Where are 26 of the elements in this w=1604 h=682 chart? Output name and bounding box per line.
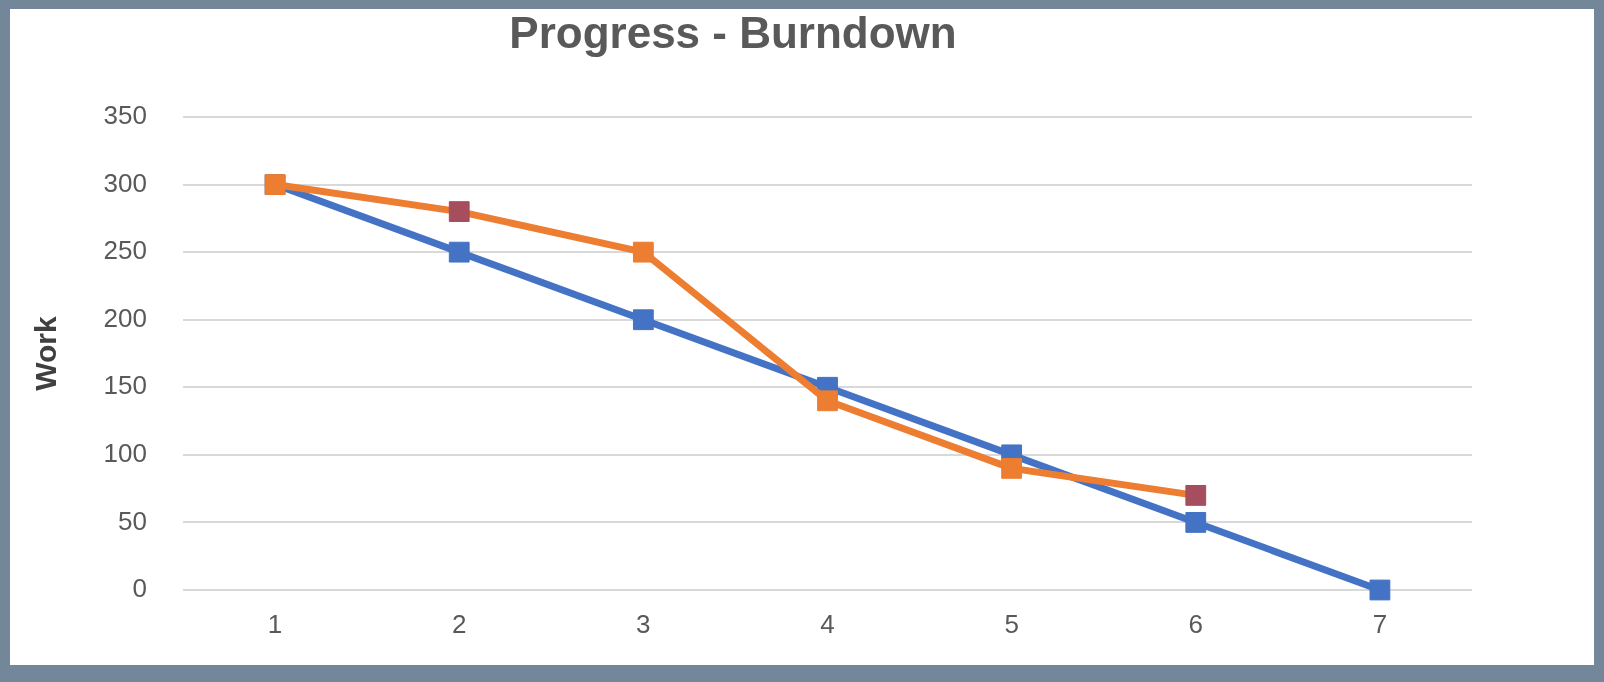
point — [448, 241, 470, 263]
point — [1185, 485, 1207, 506]
y-tick-label: 350 — [103, 100, 147, 131]
x-tick-label: 7 — [1372, 608, 1388, 639]
x-tick-label: 3 — [636, 608, 651, 639]
x-tick-label: 2 — [451, 608, 467, 639]
x-tick-label: 4 — [820, 608, 835, 639]
chart-title: Progress - Burndown — [508, 8, 958, 57]
y-tick-label: 150 — [103, 370, 147, 401]
y-axis-title: Work — [29, 315, 63, 391]
point — [632, 241, 654, 263]
y-tick-label: 50 — [118, 505, 147, 536]
y-tick-label: 300 — [103, 167, 147, 198]
point — [632, 309, 654, 331]
point — [1185, 512, 1207, 533]
y-tick-label: 200 — [103, 302, 147, 333]
y-tick-label: 100 — [103, 438, 147, 469]
x-tick-label: 1 — [267, 608, 283, 639]
x-tick-label: 5 — [1004, 608, 1019, 639]
x-tick-label: 6 — [1188, 608, 1204, 639]
point — [817, 390, 838, 412]
y-tick-label: 250 — [103, 235, 147, 266]
point — [1369, 579, 1391, 601]
point — [1001, 457, 1023, 479]
point — [448, 201, 470, 222]
y-tick-label: 0 — [132, 573, 147, 604]
